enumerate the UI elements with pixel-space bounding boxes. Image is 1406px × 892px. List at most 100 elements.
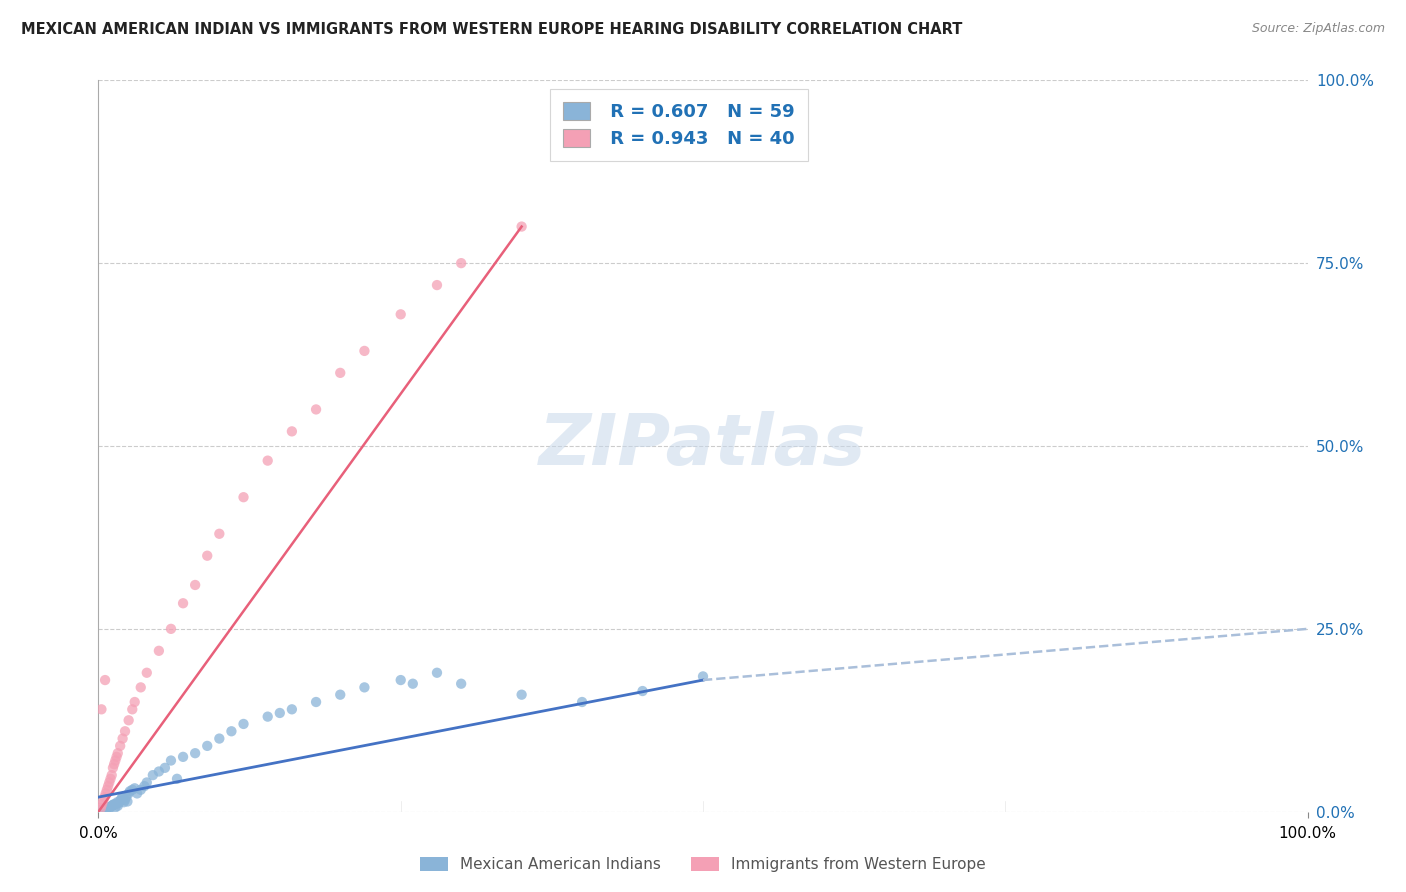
Point [118, 714, 141, 728]
Point [100, 799, 122, 814]
Point [105, 749, 128, 764]
Point [426, 665, 449, 680]
Point [101, 798, 124, 813]
Point [108, 794, 131, 808]
Point [90, 801, 112, 815]
Point [281, 425, 304, 439]
Point [115, 790, 138, 805]
Point [256, 709, 278, 723]
Point [184, 746, 207, 760]
Point [127, 787, 149, 801]
Point [94, 787, 117, 801]
Point [692, 669, 714, 683]
Point [232, 717, 254, 731]
Point [160, 622, 183, 636]
Point [94, 802, 117, 816]
Point [105, 797, 128, 811]
Point [93, 802, 115, 816]
Point [353, 681, 375, 695]
Point [91, 803, 114, 817]
Point [329, 688, 352, 702]
Point [110, 791, 132, 805]
Point [184, 578, 207, 592]
Point [208, 731, 231, 746]
Point [91, 797, 114, 812]
Point [108, 739, 131, 753]
Point [101, 761, 124, 775]
Point [96, 782, 118, 797]
Point [329, 366, 352, 380]
Point [402, 676, 425, 690]
Point [353, 343, 375, 358]
Point [103, 757, 125, 772]
Point [450, 676, 472, 690]
Point [426, 278, 449, 293]
Point [104, 800, 127, 814]
Point [103, 797, 125, 812]
Text: MEXICAN AMERICAN INDIAN VS IMMIGRANTS FROM WESTERN EUROPE HEARING DISABILITY COR: MEXICAN AMERICAN INDIAN VS IMMIGRANTS FR… [21, 22, 963, 37]
Point [281, 702, 304, 716]
Point [97, 800, 120, 814]
Point [221, 724, 243, 739]
Point [111, 790, 134, 805]
Point [91, 803, 114, 817]
Text: ZIPatlas: ZIPatlas [540, 411, 866, 481]
Point [195, 739, 218, 753]
Point [100, 772, 122, 786]
Point [129, 782, 152, 797]
Legend: Mexican American Indians, Immigrants from Western Europe: Mexican American Indians, Immigrants fro… [412, 849, 994, 880]
Point [103, 797, 125, 812]
Point [107, 746, 129, 760]
Point [112, 795, 135, 809]
Point [118, 787, 141, 801]
Point [104, 754, 127, 768]
Point [232, 490, 254, 504]
Point [160, 754, 183, 768]
Point [166, 772, 188, 786]
Point [98, 801, 121, 815]
Point [91, 794, 114, 808]
Point [100, 798, 122, 813]
Point [100, 799, 122, 814]
Point [208, 526, 231, 541]
Point [153, 761, 176, 775]
Point [269, 706, 291, 720]
Point [129, 681, 152, 695]
Point [93, 790, 115, 805]
Point [172, 749, 194, 764]
Point [121, 702, 143, 716]
Point [111, 731, 134, 746]
Point [100, 768, 122, 782]
Point [256, 453, 278, 467]
Legend:  R = 0.607   N = 59,  R = 0.943   N = 40: R = 0.607 N = 59, R = 0.943 N = 40 [550, 89, 807, 161]
Point [96, 801, 118, 815]
Point [124, 781, 146, 796]
Point [305, 695, 328, 709]
Point [450, 256, 472, 270]
Point [389, 307, 412, 321]
Point [118, 784, 141, 798]
Point [305, 402, 328, 417]
Point [510, 688, 533, 702]
Point [117, 795, 139, 809]
Point [142, 768, 165, 782]
Text: Source: ZipAtlas.com: Source: ZipAtlas.com [1251, 22, 1385, 36]
Point [105, 795, 128, 809]
Point [135, 665, 157, 680]
Point [107, 798, 129, 813]
Point [148, 644, 170, 658]
Point [97, 779, 120, 793]
Point [94, 673, 117, 687]
Point [108, 796, 131, 810]
Point [98, 775, 121, 789]
Point [90, 803, 112, 817]
Point [90, 702, 112, 716]
Point [134, 779, 156, 793]
Point [389, 673, 412, 687]
Point [114, 793, 136, 807]
Point [121, 782, 143, 797]
Point [135, 775, 157, 789]
Point [195, 549, 218, 563]
Point [571, 695, 593, 709]
Point [114, 724, 136, 739]
